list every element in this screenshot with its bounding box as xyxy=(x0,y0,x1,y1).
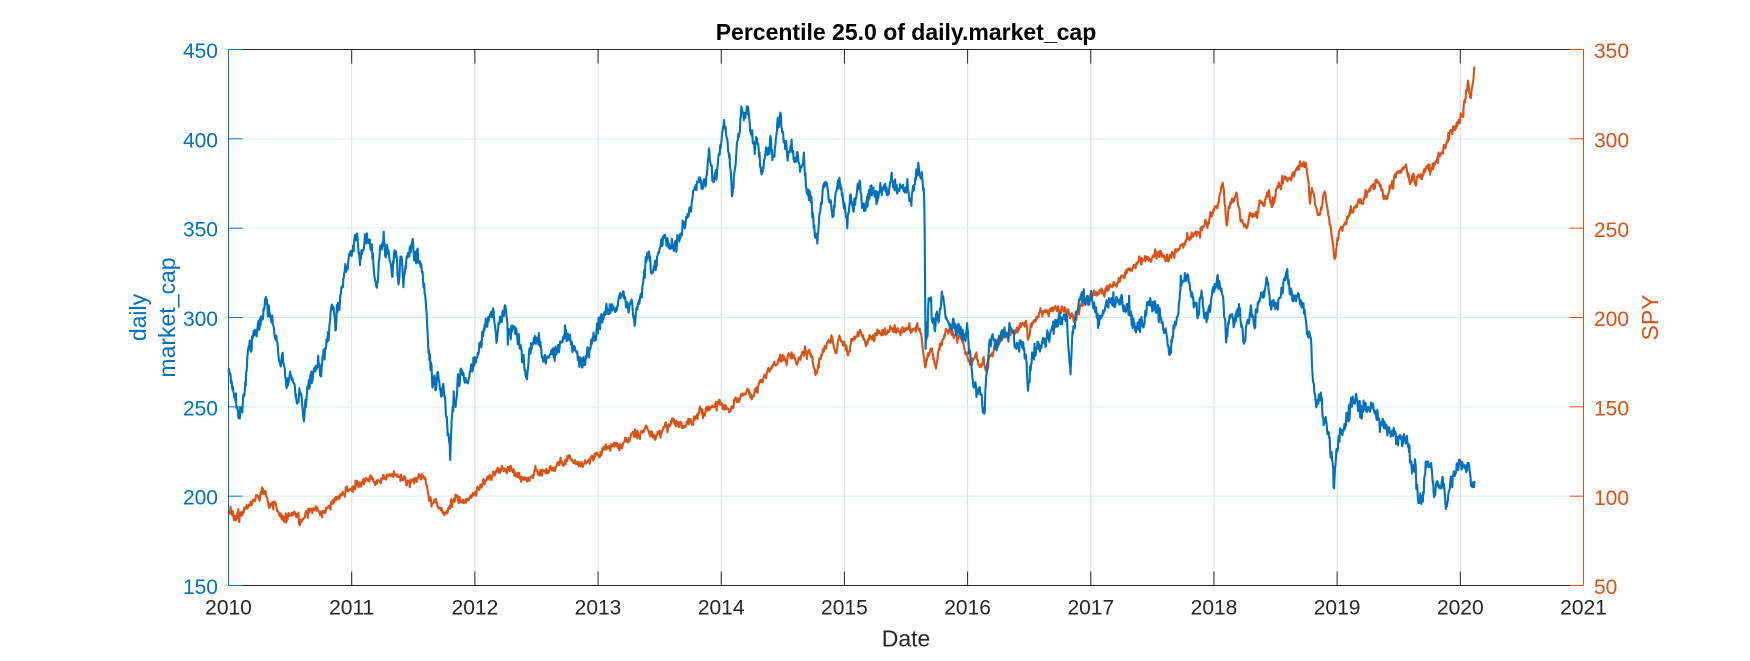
svg-text:250: 250 xyxy=(1594,219,1629,242)
svg-text:200: 200 xyxy=(183,487,218,510)
svg-text:2021: 2021 xyxy=(1560,597,1607,620)
svg-text:2013: 2013 xyxy=(575,597,622,620)
svg-text:SPY: SPY xyxy=(1637,294,1663,340)
svg-text:2014: 2014 xyxy=(698,597,745,620)
svg-text:2018: 2018 xyxy=(1191,597,1238,620)
svg-text:50: 50 xyxy=(1594,576,1617,599)
svg-text:2011: 2011 xyxy=(329,597,374,620)
svg-text:250: 250 xyxy=(183,397,218,420)
svg-text:2010: 2010 xyxy=(205,597,252,620)
svg-text:2020: 2020 xyxy=(1437,597,1484,620)
svg-text:Percentile 25.0 of daily.marke: Percentile 25.0 of daily.market_cap xyxy=(716,19,1097,45)
svg-text:350: 350 xyxy=(183,219,218,242)
svg-text:2016: 2016 xyxy=(944,597,991,620)
svg-text:450: 450 xyxy=(183,40,218,63)
svg-text:400: 400 xyxy=(183,129,218,152)
svg-text:2019: 2019 xyxy=(1314,597,1361,620)
svg-text:market_cap: market_cap xyxy=(154,257,180,377)
svg-text:2012: 2012 xyxy=(452,597,499,620)
svg-text:350: 350 xyxy=(1594,40,1629,63)
svg-text:2017: 2017 xyxy=(1067,597,1114,620)
svg-text:300: 300 xyxy=(1594,130,1629,153)
svg-text:150: 150 xyxy=(183,576,218,599)
svg-text:100: 100 xyxy=(1594,487,1629,510)
svg-text:2015: 2015 xyxy=(821,597,868,620)
svg-text:300: 300 xyxy=(183,308,218,331)
svg-text:150: 150 xyxy=(1594,398,1629,421)
svg-text:200: 200 xyxy=(1594,308,1629,331)
svg-text:daily: daily xyxy=(125,293,151,341)
svg-text:Date: Date xyxy=(882,626,931,652)
